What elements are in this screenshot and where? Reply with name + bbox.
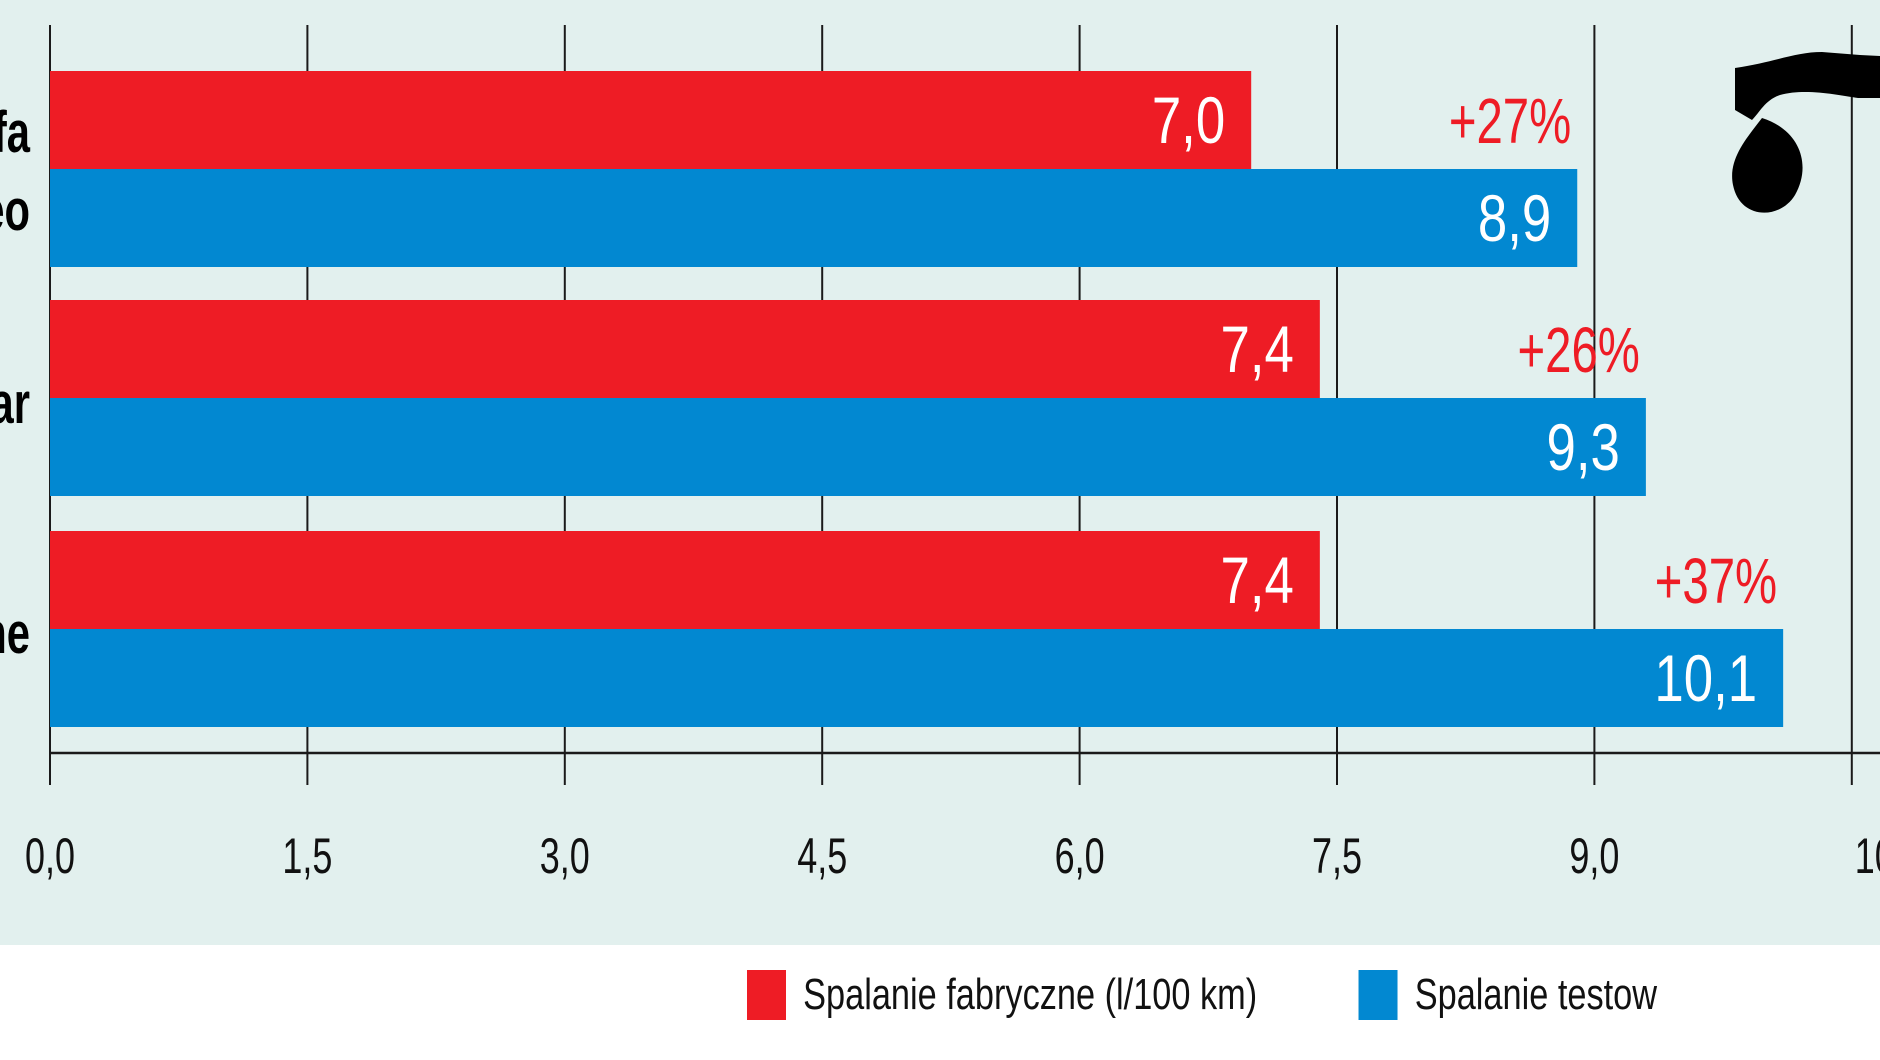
data-labels: 7,0 8,9 +27% 7,4 9,3 +26% 7,4 10,1 +37%	[1152, 83, 1777, 715]
category-label: fa	[0, 99, 31, 164]
bar-chart: 7,0 8,9 +27% 7,4 9,3 +26% 7,4 10,1 +37% 0,0 1,5 3,…	[0, 0, 1880, 945]
x-tick-label: 6,0	[1055, 829, 1105, 884]
legend-swatch-test	[1358, 970, 1398, 1020]
bar-value-label-factory: 7,4	[1220, 312, 1293, 386]
category-label: eo	[0, 177, 30, 242]
bar-value-label-factory: 7,4	[1220, 543, 1293, 617]
x-tick-label: 1,5	[282, 829, 332, 884]
bar-value-label-factory: 7,0	[1152, 83, 1225, 157]
legend-item-test: Spalanie testow	[1358, 970, 1658, 1020]
legend: Spalanie fabryczne (l/100 km) Spalanie t…	[747, 970, 1758, 1020]
percent-increase-label: +27%	[1449, 85, 1571, 157]
bar-test	[50, 629, 1784, 727]
x-tick-label: 0,0	[25, 829, 75, 884]
percent-increase-label: +37%	[1655, 545, 1777, 617]
bar-value-label-test: 9,3	[1546, 410, 1619, 484]
category-label: ar	[0, 370, 30, 435]
bar-value-label-test: 10,1	[1654, 641, 1757, 715]
legend-item-factory: Spalanie fabryczne (l/100 km)	[747, 970, 1257, 1020]
x-tick-label: 10,	[1855, 829, 1880, 884]
x-tick-label: 9,0	[1569, 829, 1619, 884]
x-tick-label: 4,5	[797, 829, 847, 884]
bar-value-label-test: 8,9	[1478, 181, 1551, 255]
x-tick-label: 7,5	[1312, 829, 1362, 884]
bars	[50, 71, 1784, 727]
bar-test	[50, 398, 1646, 496]
legend-swatch-factory	[747, 970, 786, 1020]
bar-factory	[50, 71, 1252, 169]
bar-factory	[50, 300, 1320, 398]
fuel-nozzle-drop-icon	[1732, 52, 1880, 213]
legend-label-test: Spalanie testow	[1414, 970, 1658, 1019]
legend-label-factory: Spalanie fabryczne (l/100 km)	[803, 970, 1258, 1019]
x-tick-label: 3,0	[540, 829, 590, 884]
bar-factory	[50, 531, 1320, 629]
bar-test	[50, 169, 1578, 267]
category-labels: fa eo ar ne	[0, 99, 31, 665]
x-axis: 0,0 1,5 3,0 4,5 6,0 7,5 9,0 10,	[25, 751, 1880, 884]
percent-increase-label: +26%	[1517, 314, 1639, 386]
category-label: ne	[0, 600, 30, 665]
